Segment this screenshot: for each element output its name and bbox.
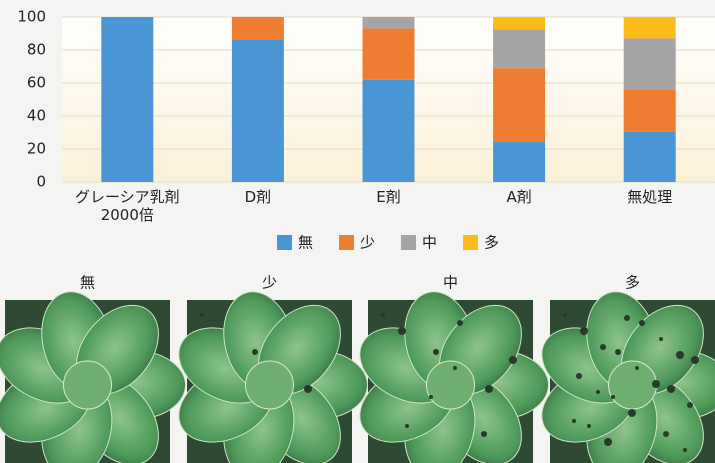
bar-segment [493, 17, 546, 30]
leaf-hole [572, 419, 576, 423]
leaf-center [63, 360, 112, 410]
leaf-hole [687, 402, 693, 408]
leaf-hole [304, 385, 312, 393]
leaf-center [426, 360, 475, 410]
leaf-hole [429, 395, 433, 399]
leaf-hole [398, 327, 406, 335]
leaf-hole [600, 344, 606, 350]
leaf-hole [580, 327, 588, 335]
leaf-hole [509, 356, 517, 364]
legend-swatch [277, 235, 292, 250]
leaf-hole [652, 380, 660, 388]
legend-label: 多 [484, 234, 499, 252]
leaf-hole [587, 424, 591, 428]
y-tick-label: 20 [27, 140, 46, 158]
leaf-center [608, 360, 657, 410]
leaf-hole [667, 385, 675, 393]
x-tick-label: グレーシア乳剤 2000倍 [75, 188, 180, 224]
y-tick-label: 60 [27, 74, 46, 92]
leaf-hole [596, 390, 600, 394]
legend-label: 中 [422, 234, 437, 252]
leaf-hole [485, 385, 493, 393]
bar-segment [623, 89, 676, 132]
x-tick-label: A剤 [506, 188, 531, 206]
bar-segment [623, 17, 676, 39]
leaf-hole [457, 320, 463, 326]
bar-segment [493, 141, 546, 182]
legend-swatch [339, 235, 354, 250]
bar-segment [362, 28, 415, 80]
legend-swatch [401, 235, 416, 250]
leaf-hole [611, 395, 615, 399]
leaf-hole [381, 313, 385, 317]
leaf-hole [604, 438, 612, 446]
photo [0, 291, 186, 463]
leaf-hole [433, 349, 439, 355]
bar-segment [623, 131, 676, 182]
leaf-center [245, 360, 294, 410]
photo-row: 無少中多 [0, 274, 715, 463]
bar-segment [231, 39, 284, 183]
bar-segment [623, 38, 676, 90]
y-tick-label: 0 [36, 173, 46, 191]
leaf-hole [628, 409, 636, 417]
bar-segment [362, 17, 415, 29]
legend-label: 無 [298, 234, 313, 252]
bar-segment [231, 17, 284, 40]
x-tick-label: E剤 [376, 188, 400, 206]
legend-swatch [463, 235, 478, 250]
bar-segment [493, 29, 546, 69]
leaf-hole [576, 373, 582, 379]
photo-label: 多 [625, 274, 640, 292]
leaf-hole [676, 351, 684, 359]
leaf-hole [663, 431, 669, 437]
y-tick-label: 100 [17, 8, 46, 26]
leaf-hole [563, 313, 567, 317]
bar-segment [493, 68, 546, 142]
photo [178, 291, 368, 463]
photo [359, 291, 549, 463]
leaf-hole [691, 356, 699, 364]
photo [541, 291, 715, 463]
leaf-hole [405, 424, 409, 428]
legend-label: 少 [360, 234, 375, 252]
bar-segment [101, 17, 154, 182]
y-tick-label: 40 [27, 107, 46, 125]
x-tick-label: 無処理 [627, 188, 672, 206]
leaf-hole [615, 349, 621, 355]
bar-segment [362, 79, 415, 182]
leaf-hole [624, 315, 630, 321]
leaf-hole [453, 366, 457, 370]
leaf-hole [659, 337, 663, 341]
leaf-hole [200, 313, 204, 317]
leaf-hole [639, 320, 645, 326]
y-tick-label: 80 [27, 41, 46, 59]
leaf-hole [252, 349, 258, 355]
photo-label: 中 [443, 274, 458, 292]
leaf-hole [683, 448, 687, 452]
x-tick-label: D剤 [245, 188, 272, 206]
photo-label: 少 [262, 274, 277, 292]
photo-label: 無 [80, 274, 95, 292]
leaf-hole [635, 366, 639, 370]
leaf-hole [481, 431, 487, 437]
